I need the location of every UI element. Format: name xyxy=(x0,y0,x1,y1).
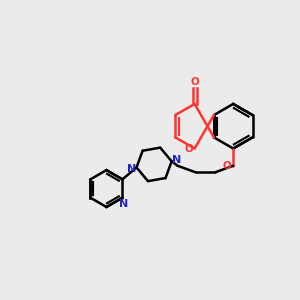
Text: O: O xyxy=(185,143,194,154)
Text: N: N xyxy=(172,155,182,165)
Text: N: N xyxy=(119,199,128,209)
Text: N: N xyxy=(127,164,136,174)
Text: O: O xyxy=(190,77,199,87)
Text: O: O xyxy=(222,161,231,171)
